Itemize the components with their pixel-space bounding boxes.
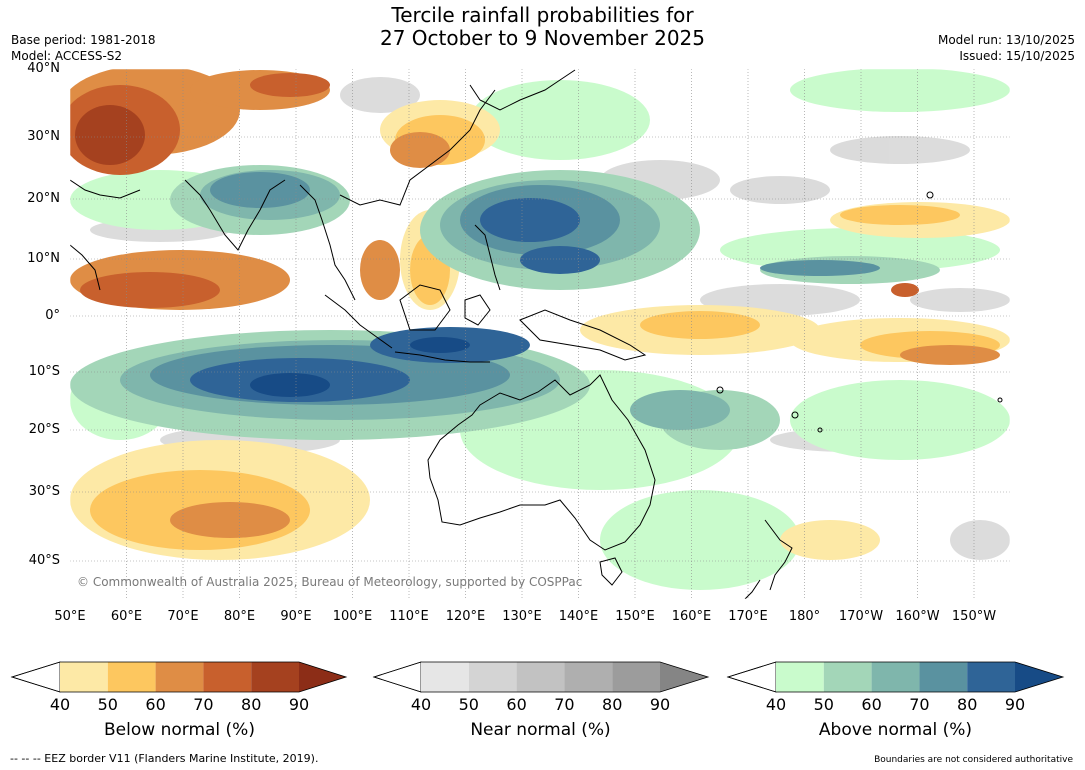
lon-label: 110°E [389,609,429,624]
lat-label: 30°N [27,129,60,144]
colorbar-segment [823,662,872,692]
lon-label: 170°E [728,609,768,624]
colorbar-segment [468,662,517,692]
coastlines [70,69,1003,599]
map-frame [69,68,1011,600]
colorbar-title: Near normal (%) [470,720,611,740]
colorbar-tick-label: 40 [49,695,71,714]
lon-label: 130°E [502,609,542,624]
lat-label: 0° [45,308,60,323]
colorbar-segment [421,662,469,692]
lat-label: 30°S [28,484,60,499]
lon-label: 150°W [951,609,997,624]
colorbar-segment [107,662,156,692]
colorbar-tick-label: 70 [554,695,575,714]
lon-label: 160°E [671,609,712,624]
colorbar-extend-high [299,662,346,692]
lat-label: 40°N [27,61,60,76]
lon-label: 170°W [838,609,884,624]
probability-field [70,69,1010,599]
colorbar-segment [60,662,108,692]
title-line-1: Tercile rainfall probabilities for [391,3,694,27]
colorbar-title: Above normal (%) [818,720,973,740]
colorbar-outline [10,661,348,693]
lon-label: 90°E [280,609,312,624]
model-run: Model run: 13/10/2025 [937,33,1075,47]
colorbar-tick-label: 90 [649,695,671,714]
lat-label: 10°N [27,251,60,266]
copyright-note: © Commonwealth of Australia 2025, Bureau… [77,575,583,589]
colorbar-segment [516,662,565,692]
colorbar-segment [203,662,252,692]
colorbar-segment [871,662,920,692]
colorbar-extend-low [372,661,422,693]
colorbar-segment [564,662,613,692]
lon-label: 160°W [895,609,940,624]
colorbar-segment [967,662,1015,692]
colorbar-extend-low [10,661,61,693]
lon-label: 100°E [332,609,373,624]
colorbar-tick-label: 60 [506,695,527,714]
boundaries-note: Boundaries are not considered authoritat… [874,755,1073,765]
lon-label: 80°E [223,609,256,624]
colorbar-below-normal [10,661,348,693]
lat-label: 10°S [28,364,60,379]
graticule [70,69,1010,599]
colorbar-tick-label: 40 [410,695,432,714]
map-title: Tercile rainfall probabilities for 27 Oc… [0,4,1085,50]
colorbar-tick-label: 40 [765,695,787,714]
meta-left: Base period: 1981-2018 Model: ACCESS-S2 [11,32,156,64]
lat-label: 20°N [27,191,60,206]
colorbar-extend-low [726,661,777,693]
colorbar-tick-label: 80 [241,695,262,714]
colorbar-segment [612,662,660,692]
lon-label: 70°E [167,609,199,624]
eez-border-note: -- -- -- EEZ border V11 (Flanders Marine… [10,752,319,765]
colorbar-tick-label: 50 [97,695,118,714]
colorbar-outline [726,661,1065,693]
colorbar-extend-high [660,662,708,692]
meta-right: Model run: 13/10/2025 Issued: 15/10/2025 [938,32,1075,64]
colorbar-tick-label: 80 [957,695,978,714]
colorbar-tick-label: 90 [1004,695,1026,714]
colorbar-tick-label: 70 [193,695,214,714]
colorbar-tick-label: 70 [909,695,930,714]
lon-label: 150°E [615,609,655,624]
lon-label: 180° [788,609,821,624]
colorbar-tick-label: 50 [813,695,834,714]
colorbar-segment [251,662,299,692]
base-period: Base period: 1981-2018 [11,33,156,47]
colorbar-extend-high [1015,662,1063,692]
colorbar-title: Below normal (%) [104,720,255,740]
colorbar-tick-label: 50 [458,695,479,714]
lon-label: 140°E [558,609,599,624]
colorbar-near-normal [372,661,710,693]
lat-label: 40°S [28,553,60,568]
colorbar-above-normal [726,661,1065,693]
colorbar-tick-label: 80 [602,695,623,714]
colorbar-segment [919,662,968,692]
colorbar-tick-label: 90 [288,695,310,714]
colorbar-tick-label: 60 [145,695,166,714]
model-name: Model: ACCESS-S2 [11,49,123,63]
lon-label: 60°E [110,609,143,624]
lat-label: 20°S [28,422,60,437]
colorbar-segment [776,662,824,692]
lon-label: 120°E [445,609,486,624]
colorbar-segment [155,662,204,692]
lon-label: 50°E [54,609,86,624]
colorbar-tick-label: 60 [861,695,882,714]
issued-date: Issued: 15/10/2025 [959,49,1075,63]
title-line-2: 27 October to 9 November 2025 [379,26,706,50]
colorbar-outline [372,661,710,693]
